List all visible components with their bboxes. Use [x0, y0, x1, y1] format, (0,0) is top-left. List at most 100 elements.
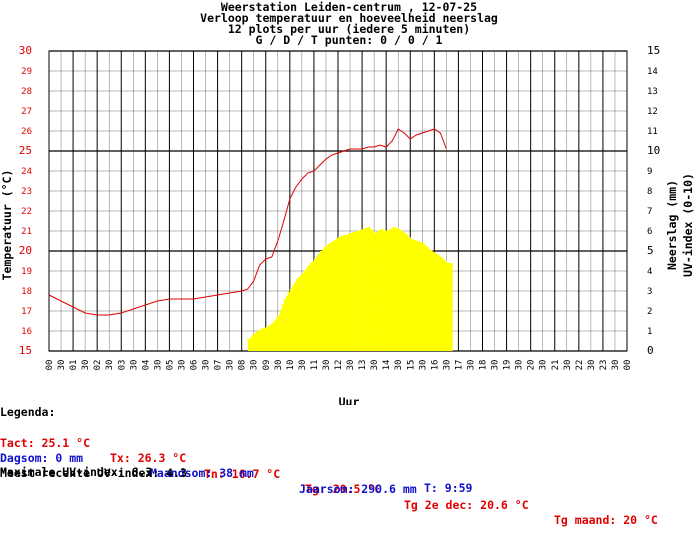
legend-dagsom: Dagsom: 0 mm [0, 450, 84, 465]
temperature-tick-label: 18 [21, 287, 32, 297]
hour-tick-label: 30 [466, 360, 476, 371]
rain-tick-label: 6 [647, 227, 652, 237]
uv-bar [376, 231, 379, 351]
uv-bar [301, 273, 305, 351]
uv-bar [305, 267, 309, 351]
hour-tick-label: 21 [551, 360, 561, 371]
hour-tick-label: 05 [165, 360, 175, 371]
uv-bar [247, 339, 250, 351]
rain-tick-label: 7 [647, 207, 652, 217]
hour-tick-label: 30 [370, 360, 380, 371]
uv-bar [430, 250, 433, 351]
legend: Legenda: Tact: 25.1 °C Tx: 26.3 °C Tn: 1… [0, 405, 700, 527]
temperature-tick-label: 30 [19, 44, 32, 57]
hour-tick-label: 02 [93, 360, 103, 371]
uv-bar [442, 259, 445, 351]
uv-bar [364, 228, 367, 351]
hour-tick-label: 30 [226, 360, 236, 371]
hour-tick-label: 01 [69, 360, 79, 371]
uv-bar [295, 279, 299, 351]
chart-title-line: 12 plots per uur (iedere 5 minuten) [228, 22, 470, 36]
uv-bar [299, 275, 303, 351]
uv-bar [307, 265, 311, 351]
temperature-tick-label: 17 [21, 307, 32, 317]
uv-bar [406, 235, 409, 351]
uv-bar [323, 247, 327, 351]
chart-title-line: Weerstation Leiden-centrum , 12-07-25 [221, 0, 477, 14]
hour-tick-label: 19 [503, 360, 513, 371]
x-axis-label: Uur [339, 395, 360, 405]
uv-bar [309, 263, 313, 351]
rain-tick-label: 0 [647, 344, 654, 357]
uv-bar [263, 327, 267, 351]
temperature-axis-ticks: 15 16 17 18 19 20 21 22 23 24 25 26 27 28 29 30 [19, 44, 32, 357]
hour-tick-label: 15 [406, 360, 416, 371]
legend-tx: Tx: 26.3 °C [110, 451, 187, 465]
hour-tick-label: 30 [563, 360, 573, 371]
hour-tick-label: 18 [479, 360, 489, 371]
hour-tick-label: 13 [358, 360, 368, 371]
uv-bar [434, 253, 437, 351]
uv-bar [362, 229, 365, 351]
rain-tick-label: 3 [647, 287, 652, 297]
hour-tick-label: 17 [454, 360, 464, 371]
uv-bar [265, 327, 269, 351]
temperature-tick-label: 29 [21, 67, 32, 77]
chart-title-line: G / D / T punten: 0 / 0 / 1 [256, 33, 443, 47]
rain-tick-label: 1 [647, 327, 652, 337]
temperature-tick-label: 19 [21, 267, 32, 277]
chart-title-line: Verloop temperatuur en hoeveelheid neers… [200, 11, 498, 25]
uv-bar [370, 229, 373, 351]
uv-bar [440, 257, 443, 351]
uv-bar [325, 245, 329, 351]
uv-bar [352, 232, 355, 351]
hour-tick-label: 11 [310, 360, 320, 371]
hour-tick-label: 30 [346, 360, 356, 371]
uv-bar [340, 236, 343, 351]
legend-uv-max: Maximale UV-index: 6.3 [0, 465, 153, 479]
uv-bar [388, 229, 391, 351]
uv-bar [390, 228, 393, 351]
rain-tick-label: 4 [647, 267, 652, 277]
uv-bar [436, 254, 439, 351]
uv-bar [412, 239, 415, 351]
hour-tick-label: 06 [190, 360, 200, 371]
uv-bar [400, 230, 403, 351]
uv-bar [251, 335, 255, 351]
uv-bar [269, 324, 273, 351]
uv-bar [432, 251, 435, 351]
hour-tick-label: 16 [430, 360, 440, 371]
uv-bar [297, 277, 301, 351]
temperature-tick-label: 21 [21, 227, 32, 237]
hour-tick-label: 20 [527, 360, 537, 371]
uv-bar [358, 230, 361, 351]
chart-titles: Weerstation Leiden-centrum , 12-07-25Ver… [200, 0, 498, 47]
uv-bar [313, 259, 317, 351]
uv-bar [317, 253, 321, 351]
uv-bar [289, 289, 293, 351]
uv-bar [275, 317, 279, 351]
legend-header: Legenda: [0, 405, 56, 419]
uv-bar [448, 263, 451, 351]
rain-tick-label: 13 [647, 87, 658, 97]
uv-bar [303, 270, 307, 351]
uv-bar [249, 337, 253, 351]
temperature-tick-label: 22 [21, 207, 32, 217]
uv-bar [444, 261, 447, 351]
rain-tick-label: 12 [647, 107, 658, 117]
hour-tick-label: 30 [177, 360, 187, 371]
uv-bar [259, 329, 263, 351]
uv-bar [422, 243, 425, 351]
uv-bar [450, 263, 453, 351]
uv-bar [420, 242, 423, 351]
hour-tick-label: 00 [45, 360, 55, 371]
hour-axis-ticks: 00 30 01 30 02 30 03 30 04 30 05 30 06 30 07 30 08 30 09 30… [45, 360, 633, 371]
uv-bar [418, 241, 421, 351]
rain-tick-label: 5 [647, 244, 654, 257]
rain-tick-label: 9 [647, 167, 652, 177]
hour-tick-label: 10 [286, 360, 296, 371]
y-axis-label-uv: UV-index (0-10) [681, 173, 695, 277]
uv-bar [293, 282, 297, 351]
temperature-tick-label: 15 [19, 344, 32, 357]
